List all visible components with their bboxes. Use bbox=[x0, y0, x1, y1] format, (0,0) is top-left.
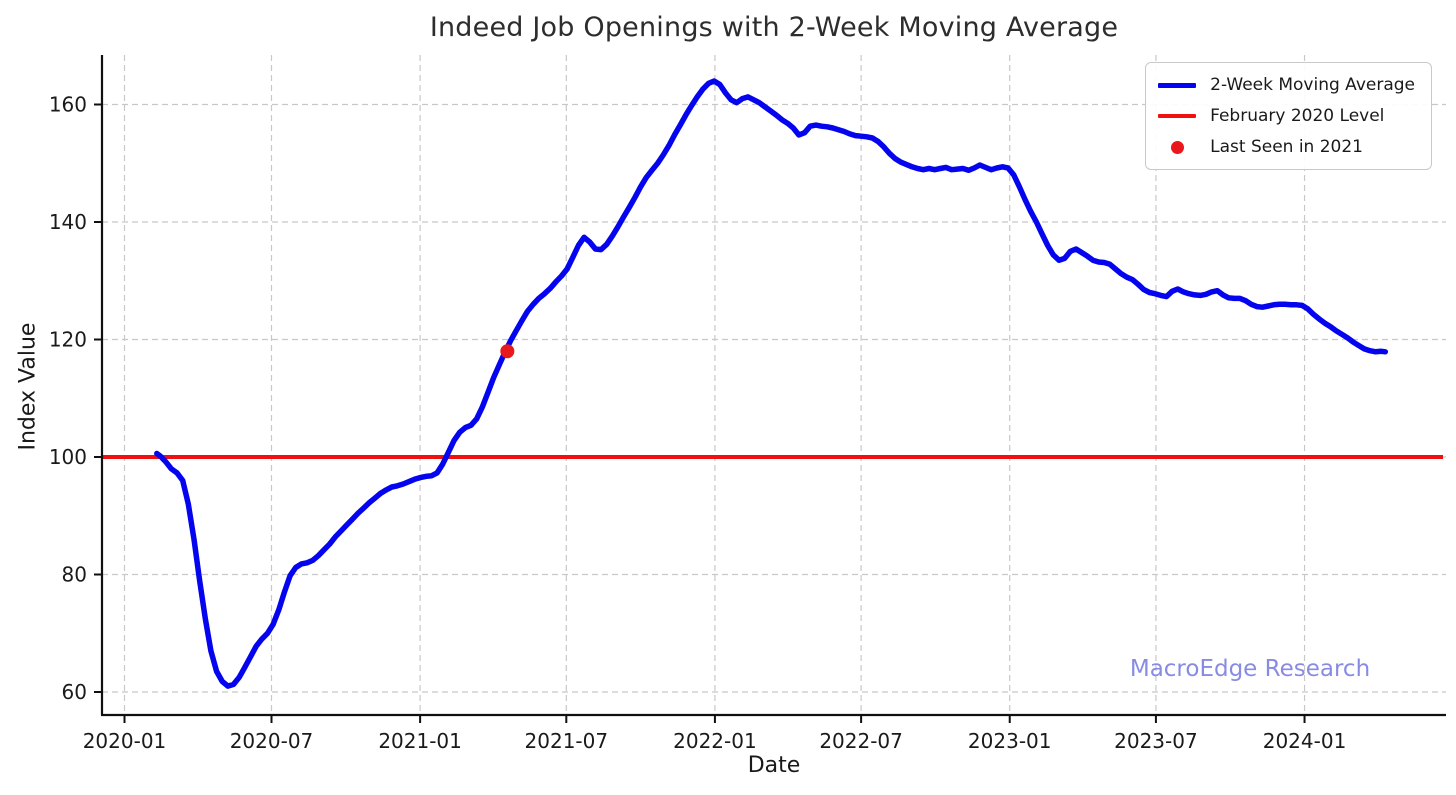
x-tick-label: 2020-01 bbox=[83, 729, 167, 753]
legend-item-feb-2020-level: February 2020 Level bbox=[1158, 104, 1415, 128]
x-tick-label: 2021-07 bbox=[525, 729, 609, 753]
chart-title: Indeed Job Openings with 2-Week Moving A… bbox=[429, 12, 1119, 43]
legend-dot-swatch-red bbox=[1158, 140, 1196, 154]
legend-line-swatch-blue bbox=[1158, 82, 1197, 88]
x-tick-label: 2024-01 bbox=[1263, 729, 1347, 753]
x-tick-label: 2020-07 bbox=[230, 729, 314, 753]
x-tick-label: 2022-01 bbox=[673, 729, 757, 753]
y-tick-label: 60 bbox=[62, 680, 87, 704]
y-tick-label: 120 bbox=[49, 328, 87, 352]
legend-box: 2-Week Moving Average February 2020 Leve… bbox=[1145, 62, 1432, 170]
y-tick-label: 140 bbox=[49, 210, 87, 234]
y-tick-label: 80 bbox=[62, 563, 87, 587]
legend-item-last-seen-2021: Last Seen in 2021 bbox=[1158, 135, 1415, 159]
legend-item-moving-average: 2-Week Moving Average bbox=[1158, 73, 1415, 97]
x-tick-label: 2021-01 bbox=[378, 729, 462, 753]
y-tick-label: 100 bbox=[49, 445, 87, 469]
last-seen-2021-marker bbox=[500, 344, 515, 359]
moving-average-line bbox=[154, 78, 1389, 689]
y-axis-label: Index Value bbox=[15, 322, 41, 451]
legend-label: February 2020 Level bbox=[1210, 106, 1385, 126]
watermark-text: MacroEdge Research bbox=[1129, 656, 1371, 682]
x-axis-label: Date bbox=[747, 753, 801, 778]
x-tick-label: 2022-07 bbox=[819, 729, 903, 753]
x-tick-label: 2023-01 bbox=[968, 729, 1052, 753]
legend-label: 2-Week Moving Average bbox=[1210, 75, 1415, 95]
y-tick-label: 160 bbox=[49, 93, 87, 117]
legend-line-swatch-red bbox=[1158, 114, 1197, 118]
x-tick-label: 2023-07 bbox=[1114, 729, 1198, 753]
legend-label: Last Seen in 2021 bbox=[1210, 137, 1363, 157]
